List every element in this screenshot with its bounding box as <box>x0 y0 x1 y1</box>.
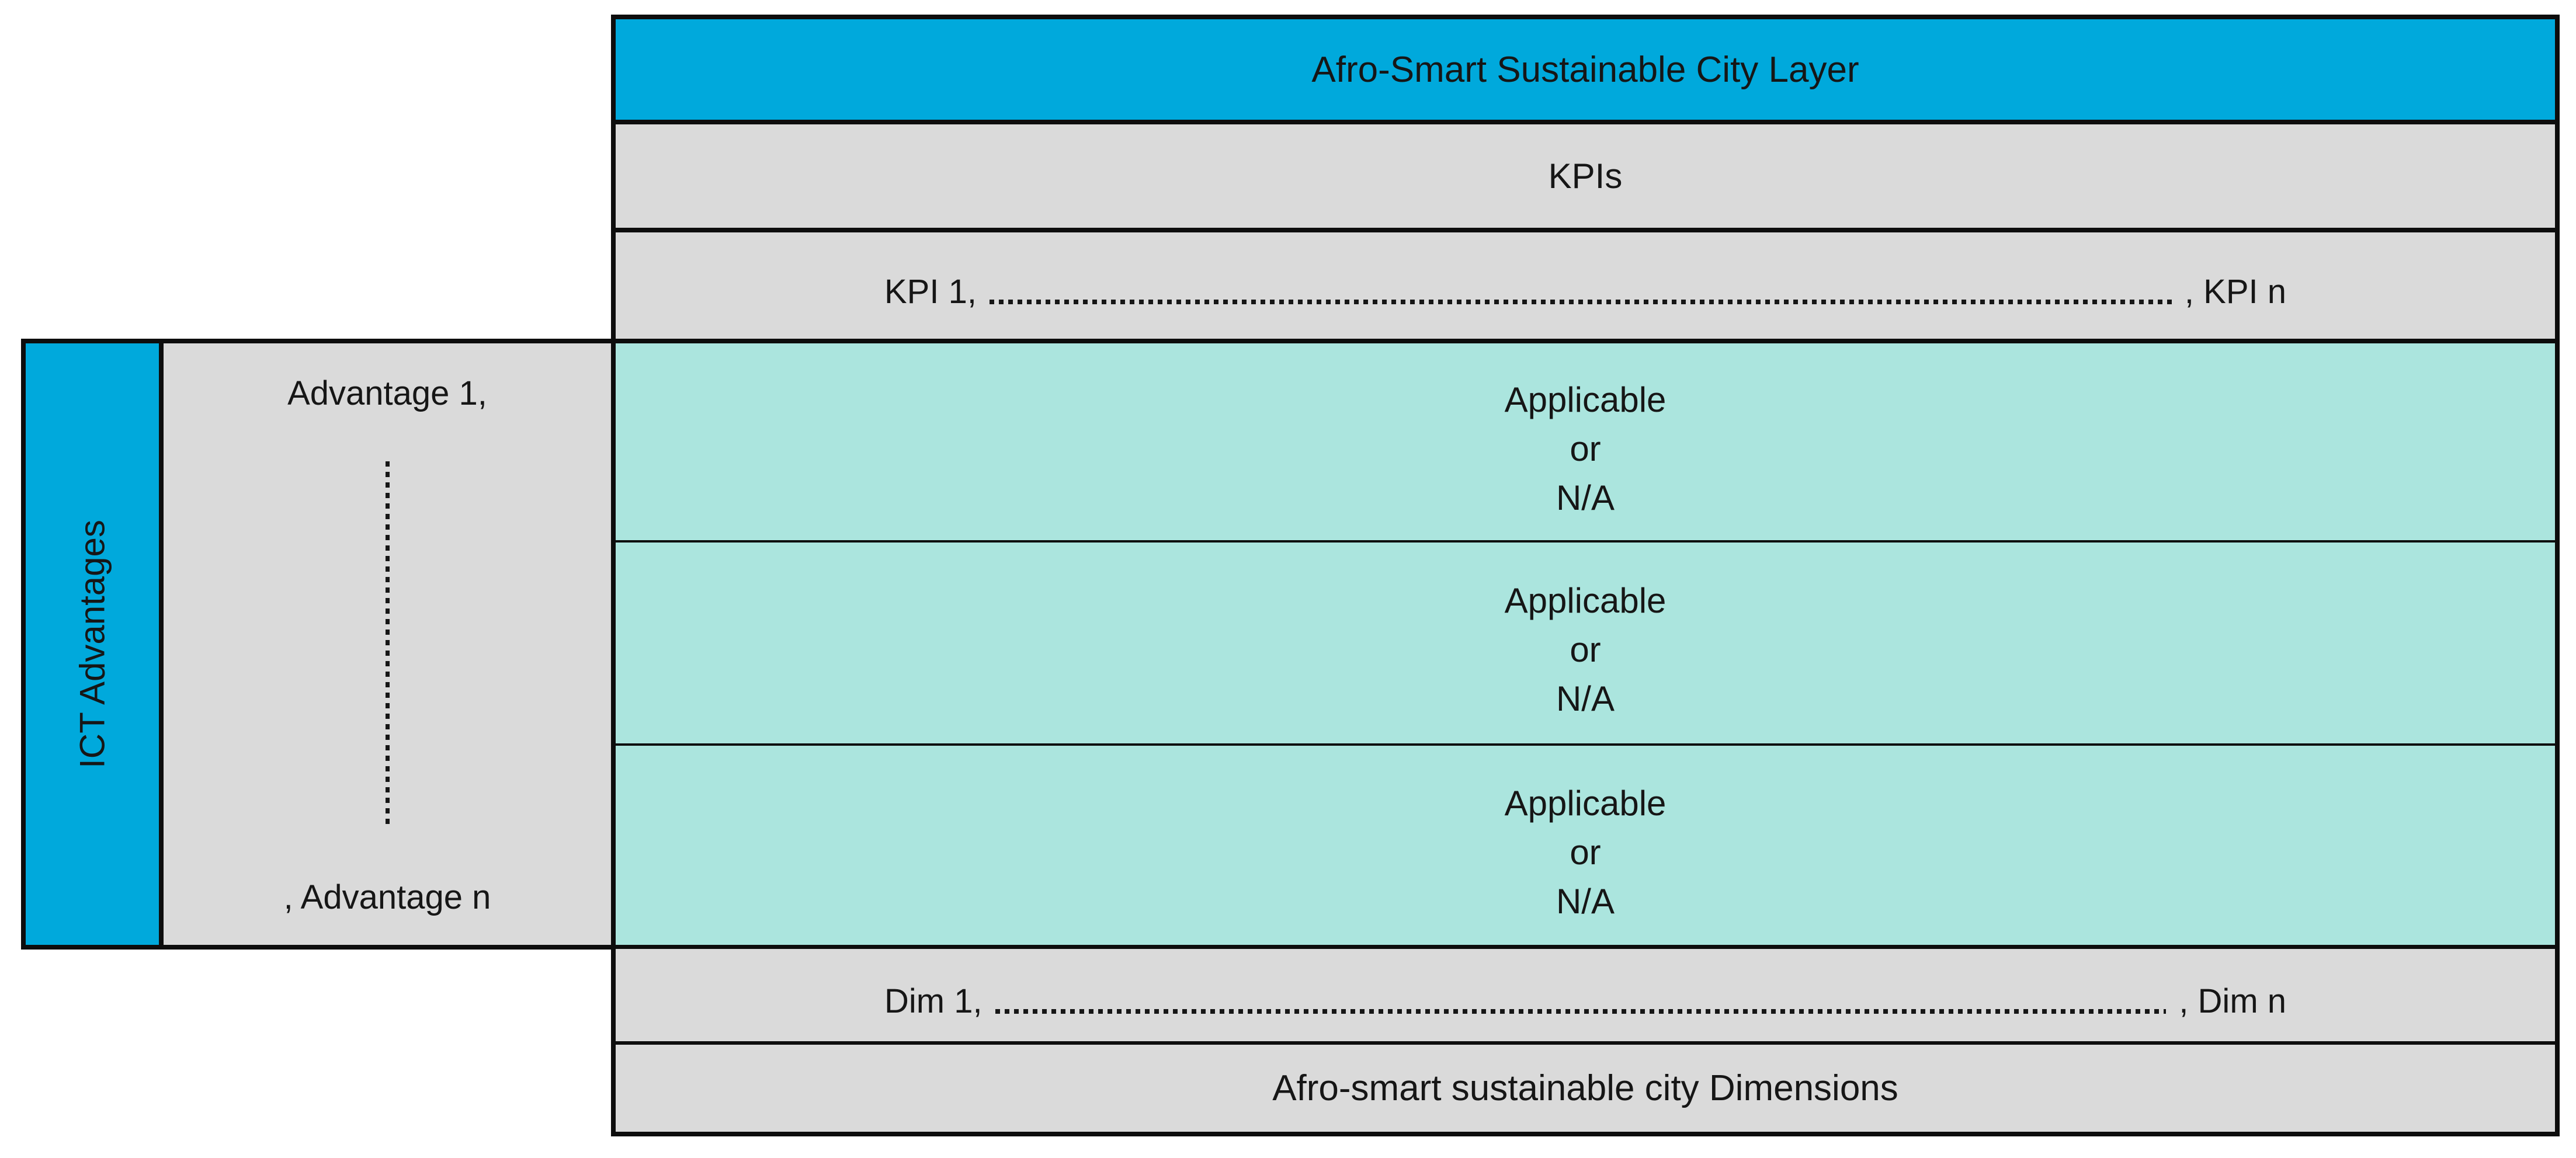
kpis-heading: KPIs <box>1548 157 1623 196</box>
cell-3-line-2: or <box>1570 832 1601 872</box>
applicable-cell-1-text: Applicable or N/A <box>1505 375 1667 523</box>
dim-range-row: Dim 1, , Dim n <box>616 945 2555 1041</box>
kpi-start-label: KPI 1, <box>884 272 977 311</box>
applicable-cell-3: Applicable or N/A <box>616 743 2555 945</box>
vertical-ellipsis-line <box>385 461 390 829</box>
kpi-end-label: , KPI n <box>2184 272 2286 311</box>
ict-advantages-label: ICT Advantages <box>72 520 112 768</box>
cell-1-line-1: Applicable <box>1504 380 1667 419</box>
ict-advantages-bar: ICT Advantages <box>26 343 159 945</box>
cell-2-line-3: N/A <box>1556 679 1615 718</box>
dimensions-heading-row: Afro-smart sustainable city Dimensions <box>616 1041 2555 1132</box>
kpis-heading-row: KPIs <box>616 120 2555 228</box>
city-layer-matrix: Afro-Smart Sustainable City Layer KPIs K… <box>611 15 2560 1136</box>
applicable-cell-2: Applicable or N/A <box>616 540 2555 743</box>
dim-range-line: Dim 1, , Dim n <box>884 982 2286 1021</box>
kpi-range-row: KPI 1, , KPI n <box>616 228 2555 339</box>
dim-end-label: , Dim n <box>2179 982 2286 1020</box>
cell-3-line-1: Applicable <box>1504 783 1667 823</box>
cell-1-line-2: or <box>1570 429 1601 468</box>
advantages-list-panel: Advantage 1, , Advantage n <box>164 343 611 945</box>
ict-advantages-panel: ICT Advantages Advantage 1, , Advantage … <box>21 339 611 950</box>
dim-dotted-leader <box>995 1009 2167 1014</box>
cell-2-line-2: or <box>1570 630 1601 669</box>
diagram-title: Afro-Smart Sustainable City Layer <box>1311 49 1859 90</box>
advantage-start-label: Advantage 1, <box>287 374 487 412</box>
kpi-dotted-leader <box>989 300 2172 304</box>
dimensions-heading: Afro-smart sustainable city Dimensions <box>1272 1068 1898 1108</box>
cell-1-line-3: N/A <box>1556 478 1615 517</box>
panel-divider <box>159 343 164 945</box>
applicable-cell-2-text: Applicable or N/A <box>1505 576 1667 724</box>
cell-2-line-1: Applicable <box>1504 581 1667 620</box>
applicable-cell-3-text: Applicable or N/A <box>1505 779 1667 926</box>
header-row: Afro-Smart Sustainable City Layer <box>616 19 2555 120</box>
dim-start-label: Dim 1, <box>884 982 983 1020</box>
cell-3-line-3: N/A <box>1556 881 1615 921</box>
advantage-end-label: , Advantage n <box>283 878 491 916</box>
kpi-range-line: KPI 1, , KPI n <box>884 272 2286 311</box>
applicable-cell-1: Applicable or N/A <box>616 339 2555 540</box>
